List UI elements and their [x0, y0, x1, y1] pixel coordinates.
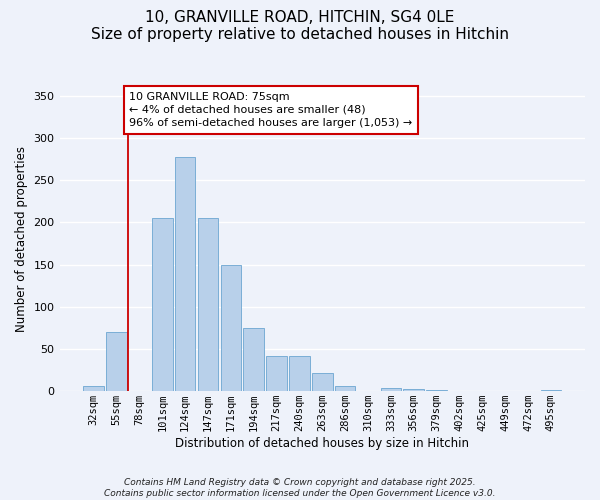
Bar — [198, 218, 218, 391]
Bar — [289, 356, 310, 391]
X-axis label: Distribution of detached houses by size in Hitchin: Distribution of detached houses by size … — [175, 437, 469, 450]
Text: 10 GRANVILLE ROAD: 75sqm
← 4% of detached houses are smaller (48)
96% of semi-de: 10 GRANVILLE ROAD: 75sqm ← 4% of detache… — [129, 92, 412, 128]
Bar — [106, 332, 127, 391]
Bar — [83, 386, 104, 391]
Bar — [380, 388, 401, 391]
Bar — [175, 158, 196, 391]
Text: 10, GRANVILLE ROAD, HITCHIN, SG4 0LE
Size of property relative to detached house: 10, GRANVILLE ROAD, HITCHIN, SG4 0LE Siz… — [91, 10, 509, 42]
Y-axis label: Number of detached properties: Number of detached properties — [15, 146, 28, 332]
Bar — [221, 264, 241, 391]
Bar — [403, 390, 424, 391]
Bar — [335, 386, 355, 391]
Bar — [244, 328, 264, 391]
Bar — [312, 374, 332, 391]
Text: Contains HM Land Registry data © Crown copyright and database right 2025.
Contai: Contains HM Land Registry data © Crown c… — [104, 478, 496, 498]
Bar — [426, 390, 447, 391]
Bar — [541, 390, 561, 391]
Bar — [152, 218, 173, 391]
Bar — [266, 356, 287, 391]
